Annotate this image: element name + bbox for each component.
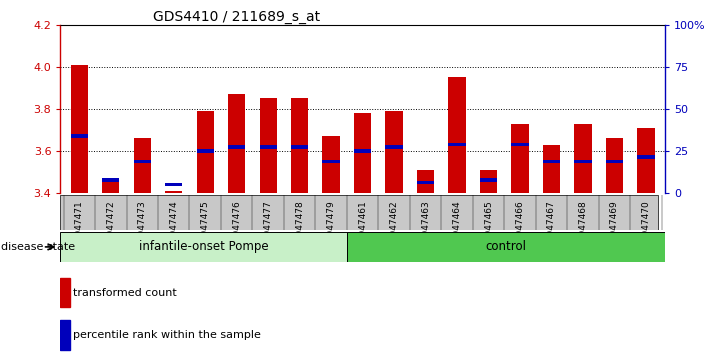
Text: GSM947472: GSM947472 [107,200,115,255]
Text: GSM947468: GSM947468 [579,200,587,255]
Bar [606,138,623,193]
Bar [60,320,70,350]
Bar [606,160,623,163]
Bar [102,180,119,193]
Bar [354,113,371,193]
Bar [542,160,560,163]
Bar [637,128,655,193]
Text: GSM947473: GSM947473 [138,200,146,255]
Text: transformed count: transformed count [73,288,177,298]
Text: GSM947478: GSM947478 [295,200,304,255]
Bar [134,160,151,163]
Bar [385,111,402,193]
Bar [542,144,560,193]
Text: GSM947467: GSM947467 [547,200,556,255]
Bar [574,160,592,163]
Bar [228,145,245,149]
Bar [70,134,88,138]
Bar [102,178,119,182]
Bar [385,145,402,149]
Text: GSM947469: GSM947469 [610,200,619,255]
Bar [449,143,466,147]
Bar [196,149,214,153]
Bar [165,191,183,193]
Bar [60,232,347,262]
Text: GSM947476: GSM947476 [232,200,241,255]
Text: disease state: disease state [1,242,75,252]
Bar [637,155,655,159]
Bar [228,94,245,193]
Bar [260,98,277,193]
Text: GSM947477: GSM947477 [264,200,273,255]
Bar [196,111,214,193]
Text: GSM947470: GSM947470 [641,200,651,255]
Bar [417,181,434,184]
Text: GDS4410 / 211689_s_at: GDS4410 / 211689_s_at [153,10,320,24]
Text: GSM947471: GSM947471 [75,200,84,255]
Bar [165,183,183,187]
Bar [260,145,277,149]
Text: control: control [485,240,526,253]
Bar [291,98,309,193]
Bar [354,149,371,153]
Text: infantile-onset Pompe: infantile-onset Pompe [139,240,268,253]
Bar [511,124,529,193]
Text: percentile rank within the sample: percentile rank within the sample [73,330,261,340]
Bar [480,170,497,193]
Bar [417,170,434,193]
Bar [511,143,529,147]
Text: GSM947475: GSM947475 [201,200,210,255]
Bar [449,77,466,193]
Bar [70,65,88,193]
Text: GSM947479: GSM947479 [326,200,336,255]
Bar [291,145,309,149]
Bar [480,178,497,182]
Text: GSM947463: GSM947463 [421,200,430,255]
Bar [347,232,665,262]
Bar [323,160,340,163]
Bar [134,138,151,193]
Bar [60,278,70,307]
Text: GSM947465: GSM947465 [484,200,493,255]
Bar [323,136,340,193]
Text: GSM947466: GSM947466 [515,200,525,255]
Text: GSM947464: GSM947464 [452,200,461,255]
Text: GSM947474: GSM947474 [169,200,178,255]
Text: GSM947461: GSM947461 [358,200,367,255]
Bar [574,124,592,193]
Text: GSM947462: GSM947462 [390,200,399,255]
